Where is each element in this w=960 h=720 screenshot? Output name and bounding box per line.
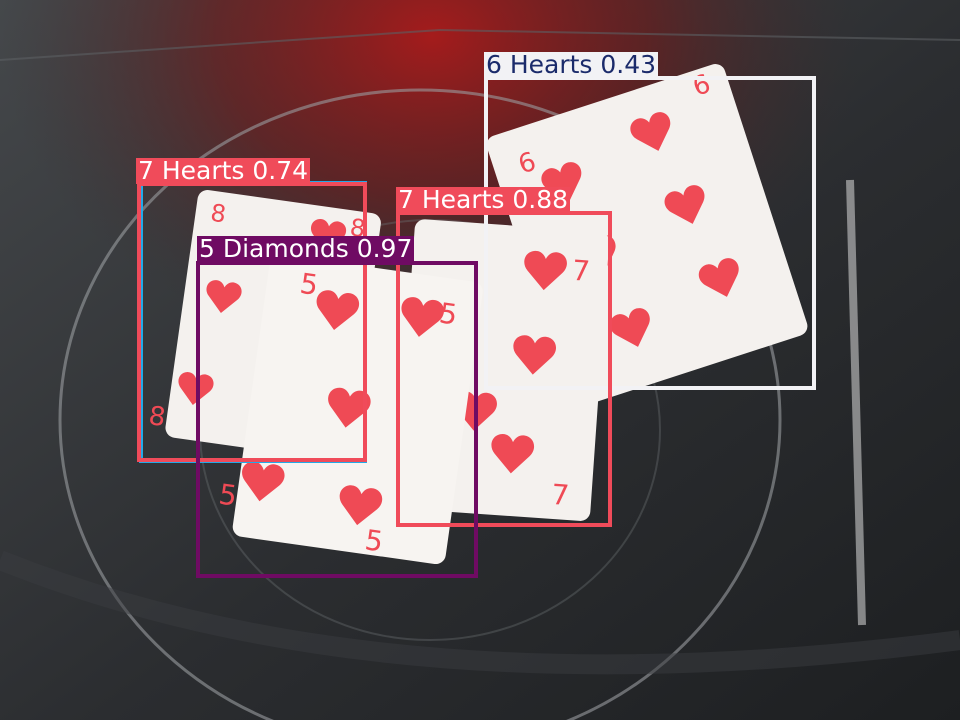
svg-text:5: 5: [217, 477, 239, 512]
detection-label-7-hearts-074: 7 Hearts 0.74: [136, 156, 311, 185]
detection-box-6-hearts: [484, 76, 816, 390]
detection-label-5-diamonds: 5 Diamonds 0.97: [197, 234, 415, 263]
svg-text:7: 7: [550, 478, 570, 512]
svg-text:5: 5: [298, 267, 320, 302]
detection-label-6-hearts: 6 Hearts 0.43: [484, 50, 659, 79]
detection-box-7-hearts-088: [396, 211, 612, 527]
five-of-hearts-card: 5 5 5 5: [217, 254, 483, 565]
svg-text:7: 7: [571, 254, 591, 288]
detection-box-5-diamonds: [196, 261, 478, 578]
detection-box-7-hearts-074: [137, 182, 367, 462]
svg-text:5: 5: [363, 523, 385, 558]
svg-text:5: 5: [437, 296, 459, 331]
svg-text:8: 8: [348, 213, 367, 243]
svg-text:8: 8: [209, 199, 228, 229]
svg-text:8: 8: [147, 401, 168, 433]
detection-label-7-hearts-088: 7 Hearts 0.88: [396, 185, 571, 214]
